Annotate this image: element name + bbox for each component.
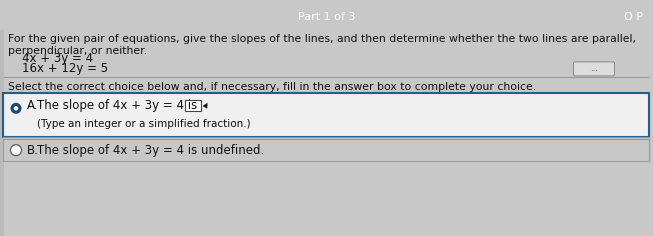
Text: ▲: ▲ xyxy=(202,101,210,109)
Circle shape xyxy=(10,145,22,156)
Text: Select the correct choice below and, if necessary, fill in the answer box to com: Select the correct choice below and, if … xyxy=(8,82,536,92)
Text: O P: O P xyxy=(624,12,643,22)
Text: The slope of 4x + 3y = 4 is: The slope of 4x + 3y = 4 is xyxy=(37,99,197,112)
Text: The slope of 4x + 3y = 4 is undefined.: The slope of 4x + 3y = 4 is undefined. xyxy=(37,144,264,157)
FancyBboxPatch shape xyxy=(3,93,649,137)
Text: 16x + 12y = 5: 16x + 12y = 5 xyxy=(22,62,108,76)
Text: 4x + 3y = 4: 4x + 3y = 4 xyxy=(22,52,93,65)
Text: A.: A. xyxy=(27,99,39,112)
Text: For the given pair of equations, give the slopes of the lines, and then determin: For the given pair of equations, give th… xyxy=(8,34,636,56)
Text: B.: B. xyxy=(27,144,39,157)
Text: ...: ... xyxy=(590,64,598,73)
FancyBboxPatch shape xyxy=(185,100,201,111)
Text: (Type an integer or a simplified fraction.): (Type an integer or a simplified fractio… xyxy=(37,119,251,129)
Text: Part 1 of 3: Part 1 of 3 xyxy=(298,12,355,22)
Circle shape xyxy=(10,103,22,114)
Circle shape xyxy=(14,106,18,110)
FancyBboxPatch shape xyxy=(3,139,649,161)
FancyBboxPatch shape xyxy=(0,30,4,236)
FancyBboxPatch shape xyxy=(573,62,614,76)
